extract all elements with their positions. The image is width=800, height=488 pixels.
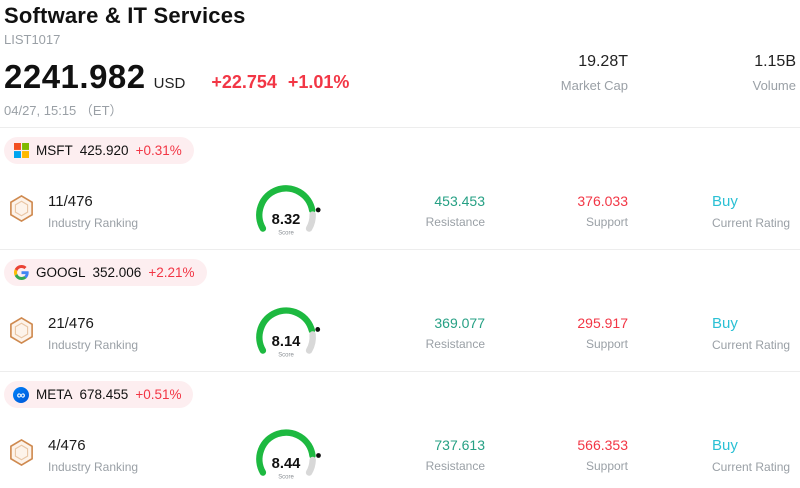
industry-ranking-hexagon-icon [8,438,36,472]
stock-section-msft: MSFT 425.920 +0.31% 11/476 Industry Rank… [0,127,800,249]
ticker-price: 425.920 [79,143,129,158]
rating-value: Buy [712,192,738,210]
ticker-price: 352.006 [92,265,142,280]
svg-text:8.14: 8.14 [272,333,301,349]
industry-ranking-label: Industry Ranking [48,215,139,230]
market-cap-value: 19.28T [578,53,628,70]
stock-badge-msft[interactable]: MSFT 425.920 +0.31% [4,137,194,164]
svg-text:8.44: 8.44 [272,455,301,471]
svg-text:Score: Score [278,352,294,358]
score-gauge: 8.32 Score [240,182,332,241]
current-rating-label: Current Rating [712,337,791,352]
industry-ranking-hexagon-icon [8,316,36,350]
market-cap-stat: 19.28T Market Cap [561,53,628,93]
industry-ranking-cell: 4/476 Industry Ranking [48,437,204,474]
current-rating-label: Current Rating [712,459,791,474]
ticker-change-percent: +0.51% [135,387,182,402]
stock-row-msft[interactable]: 11/476 Industry Ranking 8.32 Score 453.45… [0,175,800,247]
market-cap-label: Market Cap [560,78,628,93]
score-gauge: 8.44 Score [240,426,332,485]
rating-value: Buy [712,314,738,332]
industry-rank-value: 11/476 [48,192,93,210]
resistance-label: Resistance [425,215,485,229]
score-gauge: 8.14 Score [240,304,332,363]
resistance-label: Resistance [425,459,485,473]
industry-ranking-cell: 21/476 Industry Ranking [48,315,204,352]
industry-ranking-hexagon-icon [8,194,36,228]
support-cell: 295.917 Support [485,315,628,351]
stock-row-meta[interactable]: 4/476 Industry Ranking 8.44 Score 737.613… [0,419,800,488]
resistance-value: 737.613 [434,437,485,453]
support-cell: 566.353 Support [485,437,628,473]
microsoft-logo-icon [13,143,29,159]
current-rating-label: Current Rating [712,215,791,230]
support-cell: 376.033 Support [485,193,628,229]
quote-timestamp: 04/27, 15:15 （ET） [4,103,123,118]
support-label: Support [585,215,628,229]
svg-text:Score: Score [278,474,294,480]
price-change-percent: +1.01% [287,72,350,92]
header: Software & IT Services LIST1017 2241.982… [0,0,800,127]
price-change: +22.754 [211,72,277,92]
meta-logo-icon: ∞ [13,386,29,403]
google-logo-icon [13,265,29,281]
list-id: LIST1017 [4,32,61,47]
ticker-symbol: GOOGL [36,265,86,280]
resistance-cell: 737.613 Resistance [354,437,485,473]
rating-cell: Buy Current Rating [628,437,800,474]
svg-text:Score: Score [278,230,294,236]
stock-section-googl: GOOGL 352.006 +2.21% 21/476 Industry Ran… [0,249,800,371]
rating-cell: Buy Current Rating [628,193,800,230]
industry-ranking-label: Industry Ranking [48,459,139,474]
resistance-cell: 369.077 Resistance [354,315,485,351]
stock-badge-googl[interactable]: GOOGL 352.006 +2.21% [4,259,207,286]
resistance-cell: 453.453 Resistance [354,193,485,229]
ticker-symbol: META [36,387,73,402]
rating-cell: Buy Current Rating [628,315,800,352]
stock-section-meta: ∞ META 678.455 +0.51% 4/476 Industry Ran… [0,371,800,488]
stock-row-googl[interactable]: 21/476 Industry Ranking 8.14 Score 369.07… [0,297,800,369]
resistance-label: Resistance [425,337,485,351]
resistance-value: 453.453 [434,193,485,209]
volume-stat: 1.15B Volume [753,53,796,93]
industry-ranking-label: Industry Ranking [48,337,139,352]
support-label: Support [585,337,628,351]
ticker-change-percent: +0.31% [135,143,182,158]
ticker-symbol: MSFT [36,143,73,158]
stock-badge-meta[interactable]: ∞ META 678.455 +0.51% [4,381,194,408]
industry-rank-value: 21/476 [48,314,94,332]
svg-text:8.32: 8.32 [272,211,301,227]
currency-label: USD [153,75,186,92]
volume-value: 1.15B [754,53,796,70]
support-label: Support [585,459,628,473]
rating-value: Buy [712,436,738,454]
ticker-price: 678.455 [79,387,129,402]
support-value: 376.033 [577,193,628,209]
industry-rank-value: 4/476 [48,436,86,454]
support-value: 295.917 [577,315,628,331]
resistance-value: 369.077 [434,315,485,331]
page-title: Software & IT Services [4,3,246,28]
industry-ranking-cell: 11/476 Industry Ranking [48,193,204,230]
support-value: 566.353 [577,437,628,453]
ticker-change-percent: +2.21% [148,265,195,280]
volume-label: Volume [752,78,796,93]
index-price: 2241.982 [4,58,146,95]
